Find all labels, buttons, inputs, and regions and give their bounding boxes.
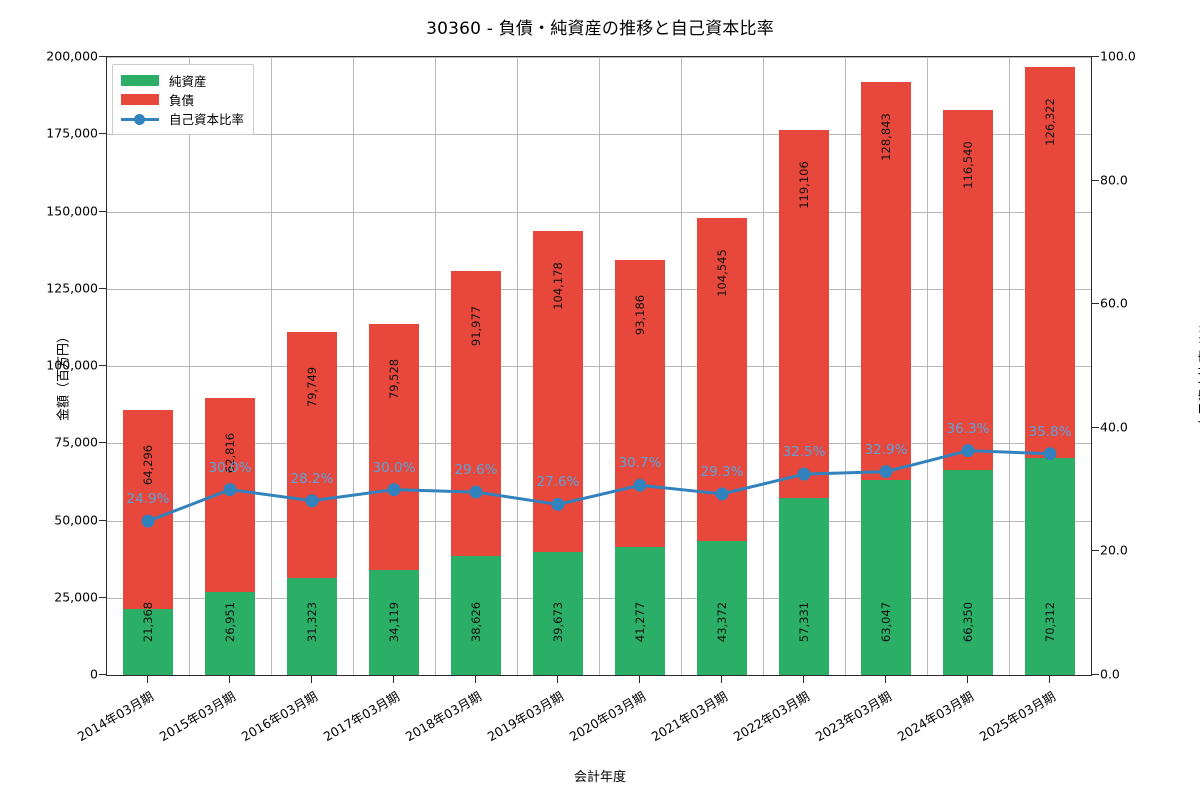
x-tick-mark xyxy=(393,676,394,683)
bar-segment-liability[interactable] xyxy=(942,109,994,470)
legend-swatch-icon xyxy=(121,94,159,105)
y-tick-mark-right xyxy=(1092,426,1099,428)
vertical-gridline xyxy=(435,57,436,675)
y-axis-label-left: 金額（百万円） xyxy=(56,330,72,422)
x-tick-mark xyxy=(1049,676,1050,683)
x-tick-mark xyxy=(475,676,476,683)
bar-segment-equity[interactable] xyxy=(204,591,256,675)
bar-segment-equity[interactable] xyxy=(696,540,748,675)
legend-label: 負債 xyxy=(169,93,195,108)
bar-segment-liability[interactable] xyxy=(368,323,420,570)
vertical-gridline xyxy=(189,57,190,675)
y-tick-mark-left xyxy=(99,56,106,57)
bar-segment-equity[interactable] xyxy=(532,552,584,675)
y-tick-label-right: 0.0 xyxy=(1100,666,1120,682)
bar-segment-equity[interactable] xyxy=(860,480,912,675)
y-tick-label-left: 200,000 xyxy=(46,48,98,64)
y-tick-mark-right xyxy=(1092,179,1099,181)
y-tick-mark-left xyxy=(99,519,106,521)
legend-item[interactable]: 純資産 xyxy=(121,71,244,90)
vertical-gridline xyxy=(927,57,928,675)
bar-segment-liability[interactable] xyxy=(532,230,584,553)
bar-segment-equity[interactable] xyxy=(1024,457,1076,675)
bar-segment-liability[interactable] xyxy=(450,271,502,556)
y-tick-label-left: 50,000 xyxy=(54,512,98,527)
y-tick-label-right: 40.0 xyxy=(1100,419,1128,435)
y-tick-label-right: 60.0 xyxy=(1100,295,1128,311)
x-tick-mark xyxy=(803,676,804,683)
y-tick-mark-left xyxy=(99,674,106,675)
vertical-gridline xyxy=(599,57,600,675)
y-tick-mark-left xyxy=(99,287,106,289)
bar-segment-liability[interactable] xyxy=(204,397,256,592)
y-tick-label-left: 100,000 xyxy=(46,357,98,373)
y-tick-mark-left xyxy=(99,596,106,598)
bar-segment-liability[interactable] xyxy=(778,129,830,498)
vertical-gridline xyxy=(271,57,272,675)
legend-line-icon xyxy=(121,113,159,125)
x-axis-label: 会計年度 xyxy=(573,770,626,785)
x-tick-mark xyxy=(639,676,640,683)
legend-item[interactable]: 自己資本比率 xyxy=(121,109,244,128)
vertical-gridline xyxy=(353,57,354,675)
bar-segment-liability[interactable] xyxy=(614,259,666,548)
bar-segment-equity[interactable] xyxy=(450,555,502,675)
bar-segment-equity[interactable] xyxy=(368,569,420,675)
bar-segment-equity[interactable] xyxy=(942,469,994,675)
y-tick-label-left: 175,000 xyxy=(46,125,98,141)
bar-segment-liability[interactable] xyxy=(286,331,338,579)
bar-segment-equity[interactable] xyxy=(614,547,666,675)
y-tick-label-right: 20.0 xyxy=(1100,542,1128,558)
y-tick-mark-left xyxy=(99,133,106,135)
legend-label: 純資産 xyxy=(169,74,207,89)
y-tick-mark-right xyxy=(1092,550,1099,552)
x-tick-mark xyxy=(721,676,722,683)
x-tick-mark xyxy=(967,676,968,683)
legend-line-marker-icon xyxy=(134,113,145,125)
bar-segment-equity[interactable] xyxy=(778,497,830,675)
y-tick-mark-right xyxy=(1092,56,1099,57)
x-tick-mark xyxy=(885,676,886,683)
y-tick-label-right: 80.0 xyxy=(1100,172,1128,188)
bar-segment-equity[interactable] xyxy=(122,608,174,675)
y-tick-mark-right xyxy=(1092,303,1099,305)
y-tick-label-left: 150,000 xyxy=(46,203,98,218)
y-axis-label-right: 自己資本比率 (%) xyxy=(1195,296,1200,456)
bar-segment-equity[interactable] xyxy=(286,578,338,675)
chart-title: 30360 - 負債・純資産の推移と自己資本比率 xyxy=(426,19,774,39)
vertical-gridline xyxy=(1009,57,1010,675)
chart-legend[interactable]: 純資産負債自己資本比率 xyxy=(112,64,255,135)
bar-segment-liability[interactable] xyxy=(122,410,174,609)
legend-item[interactable]: 負債 xyxy=(121,90,244,109)
vertical-gridline xyxy=(845,57,846,675)
plot-area: 21,368 64,296 26,951 62,816 31,323 79,749 34,1… xyxy=(106,56,1092,676)
y-tick-mark-left xyxy=(99,365,106,366)
bar-segment-liability[interactable] xyxy=(696,217,748,541)
vertical-gridline xyxy=(681,57,682,675)
x-tick-mark xyxy=(229,676,230,683)
legend-label: 自己資本比率 xyxy=(169,112,245,127)
y-tick-label-left: 0 xyxy=(90,666,98,682)
x-tick-mark xyxy=(311,676,312,683)
y-tick-mark-right xyxy=(1092,674,1099,675)
y-tick-label-left: 125,000 xyxy=(46,280,98,296)
legend-swatch-icon xyxy=(121,75,159,86)
y-tick-label-left: 25,000 xyxy=(54,589,98,605)
vertical-gridline xyxy=(763,57,764,675)
y-tick-mark-left xyxy=(99,210,106,212)
y-tick-label-left: 75,000 xyxy=(54,434,98,450)
y-tick-label-right: 100.0 xyxy=(1100,48,1136,64)
y-tick-mark-left xyxy=(99,442,106,444)
vertical-gridline xyxy=(517,57,518,675)
bar-segment-liability[interactable] xyxy=(1024,67,1076,458)
x-tick-mark xyxy=(557,676,558,683)
x-tick-mark xyxy=(147,676,148,683)
bar-segment-liability[interactable] xyxy=(860,82,912,481)
